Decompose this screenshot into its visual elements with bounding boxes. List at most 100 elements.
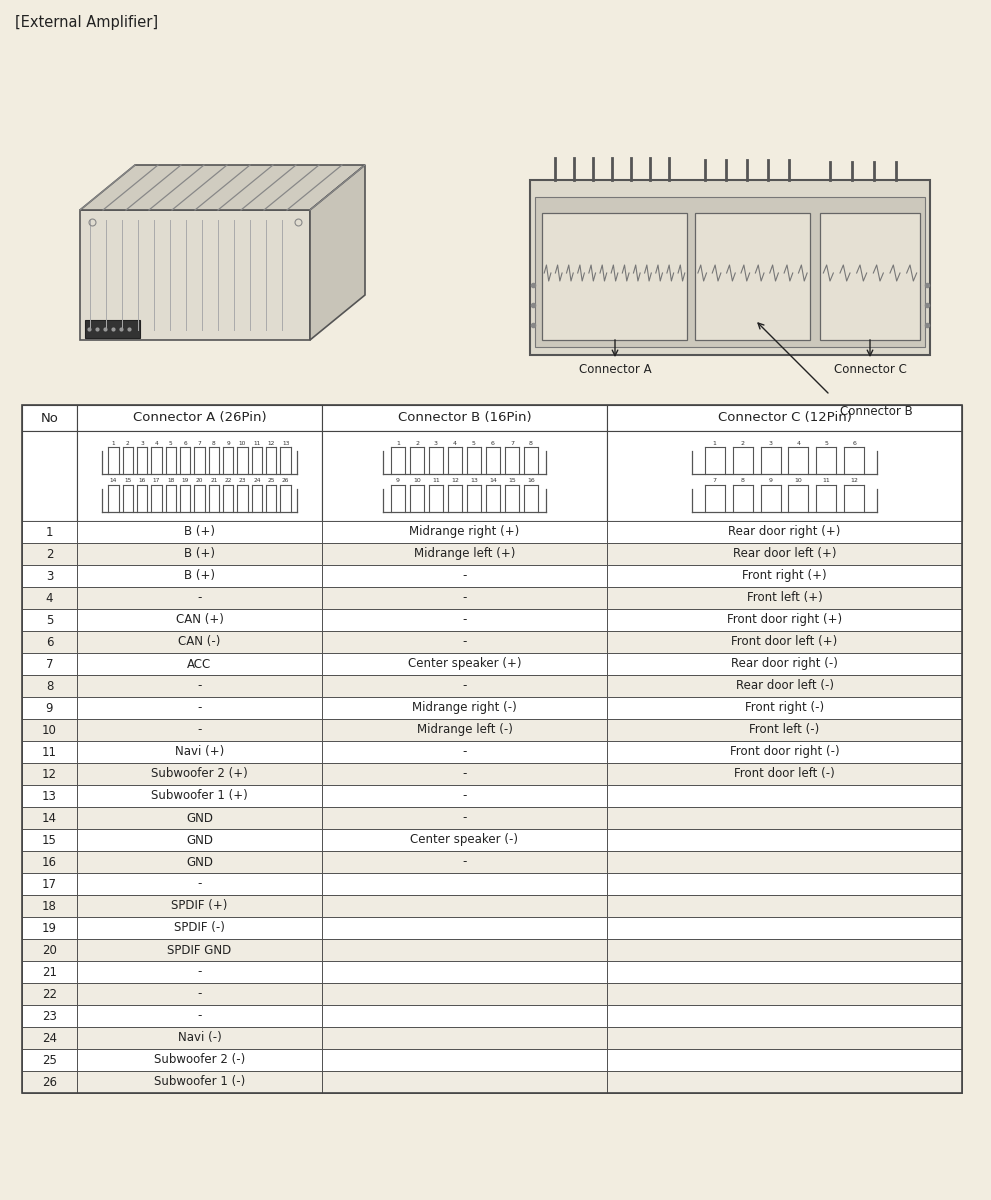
Bar bbox=[322, 851, 607, 874]
Bar bbox=[77, 829, 322, 851]
Text: -: - bbox=[197, 679, 202, 692]
Text: 8: 8 bbox=[529, 440, 533, 445]
Bar bbox=[322, 806, 607, 829]
Bar bbox=[607, 587, 962, 608]
Text: 2: 2 bbox=[415, 440, 419, 445]
Bar bbox=[77, 542, 322, 565]
Text: 20: 20 bbox=[42, 943, 56, 956]
Bar bbox=[607, 674, 962, 697]
Text: 20: 20 bbox=[196, 479, 203, 484]
Text: Subwoofer 2 (+): Subwoofer 2 (+) bbox=[151, 768, 248, 780]
Text: 17: 17 bbox=[42, 877, 57, 890]
Text: 11: 11 bbox=[432, 479, 440, 484]
Text: 15: 15 bbox=[508, 479, 516, 484]
Text: 5: 5 bbox=[472, 440, 476, 445]
Bar bbox=[77, 697, 322, 719]
Text: 16: 16 bbox=[42, 856, 57, 869]
Bar bbox=[22, 521, 77, 542]
Text: 1: 1 bbox=[46, 526, 54, 539]
Text: 1: 1 bbox=[396, 440, 400, 445]
Bar bbox=[322, 404, 607, 431]
Bar bbox=[22, 565, 77, 587]
Text: Midrange right (-): Midrange right (-) bbox=[412, 702, 517, 714]
Text: 23: 23 bbox=[42, 1009, 56, 1022]
Text: 13: 13 bbox=[470, 479, 478, 484]
Bar bbox=[322, 608, 607, 631]
Bar bbox=[322, 1027, 607, 1049]
Text: Subwoofer 1 (-): Subwoofer 1 (-) bbox=[154, 1075, 245, 1088]
Bar bbox=[322, 763, 607, 785]
Text: 1: 1 bbox=[713, 440, 716, 445]
Bar bbox=[322, 697, 607, 719]
Text: 23: 23 bbox=[239, 479, 247, 484]
Bar bbox=[22, 674, 77, 697]
Bar bbox=[22, 806, 77, 829]
Bar bbox=[77, 674, 322, 697]
Bar bbox=[607, 938, 962, 961]
Bar bbox=[22, 1070, 77, 1093]
Text: 4: 4 bbox=[797, 440, 801, 445]
Text: 7: 7 bbox=[510, 440, 514, 445]
Text: 5: 5 bbox=[825, 440, 828, 445]
Bar bbox=[607, 521, 962, 542]
Bar bbox=[322, 565, 607, 587]
Text: 14: 14 bbox=[490, 479, 496, 484]
Bar bbox=[607, 895, 962, 917]
Text: 10: 10 bbox=[413, 479, 421, 484]
Bar bbox=[607, 565, 962, 587]
Bar bbox=[607, 608, 962, 631]
Bar bbox=[85, 320, 140, 338]
Text: 10: 10 bbox=[795, 479, 803, 484]
Text: Front door right (+): Front door right (+) bbox=[727, 613, 842, 626]
Bar bbox=[322, 785, 607, 806]
Text: 22: 22 bbox=[42, 988, 57, 1001]
Text: -: - bbox=[197, 1009, 202, 1022]
Text: -: - bbox=[463, 679, 467, 692]
Bar bbox=[607, 917, 962, 938]
Text: 4: 4 bbox=[155, 440, 159, 445]
Bar bbox=[22, 740, 77, 763]
Text: 15: 15 bbox=[42, 834, 56, 846]
Text: 10: 10 bbox=[42, 724, 56, 737]
Bar bbox=[607, 983, 962, 1006]
Text: 21: 21 bbox=[210, 479, 218, 484]
Bar bbox=[322, 895, 607, 917]
Bar bbox=[22, 631, 77, 653]
Bar bbox=[820, 214, 920, 340]
Text: -: - bbox=[463, 570, 467, 582]
Bar bbox=[322, 1006, 607, 1027]
Bar bbox=[22, 895, 77, 917]
Text: 6: 6 bbox=[492, 440, 495, 445]
Bar bbox=[607, 631, 962, 653]
Text: Rear door left (+): Rear door left (+) bbox=[732, 547, 836, 560]
Text: 9: 9 bbox=[46, 702, 54, 714]
Text: SPDIF GND: SPDIF GND bbox=[167, 943, 232, 956]
Text: 25: 25 bbox=[268, 479, 275, 484]
Text: Navi (-): Navi (-) bbox=[177, 1032, 221, 1044]
Polygon shape bbox=[80, 164, 365, 210]
Bar bbox=[322, 542, 607, 565]
Bar bbox=[607, 763, 962, 785]
Bar bbox=[607, 697, 962, 719]
Bar bbox=[530, 180, 930, 355]
Bar bbox=[22, 983, 77, 1006]
Text: 11: 11 bbox=[42, 745, 57, 758]
Bar bbox=[22, 961, 77, 983]
Bar bbox=[322, 587, 607, 608]
Bar bbox=[322, 653, 607, 674]
Text: 2: 2 bbox=[740, 440, 744, 445]
Text: Front right (+): Front right (+) bbox=[742, 570, 826, 582]
Text: B (+): B (+) bbox=[184, 570, 215, 582]
Bar bbox=[77, 587, 322, 608]
Text: 3: 3 bbox=[769, 440, 773, 445]
Bar bbox=[22, 404, 962, 1093]
Text: 19: 19 bbox=[181, 479, 189, 484]
Text: 11: 11 bbox=[823, 479, 830, 484]
Bar bbox=[77, 938, 322, 961]
Bar bbox=[22, 608, 77, 631]
Text: ACC: ACC bbox=[187, 658, 212, 671]
Bar bbox=[77, 806, 322, 829]
Text: 17: 17 bbox=[153, 479, 161, 484]
Text: -: - bbox=[463, 790, 467, 803]
Bar bbox=[22, 404, 77, 431]
